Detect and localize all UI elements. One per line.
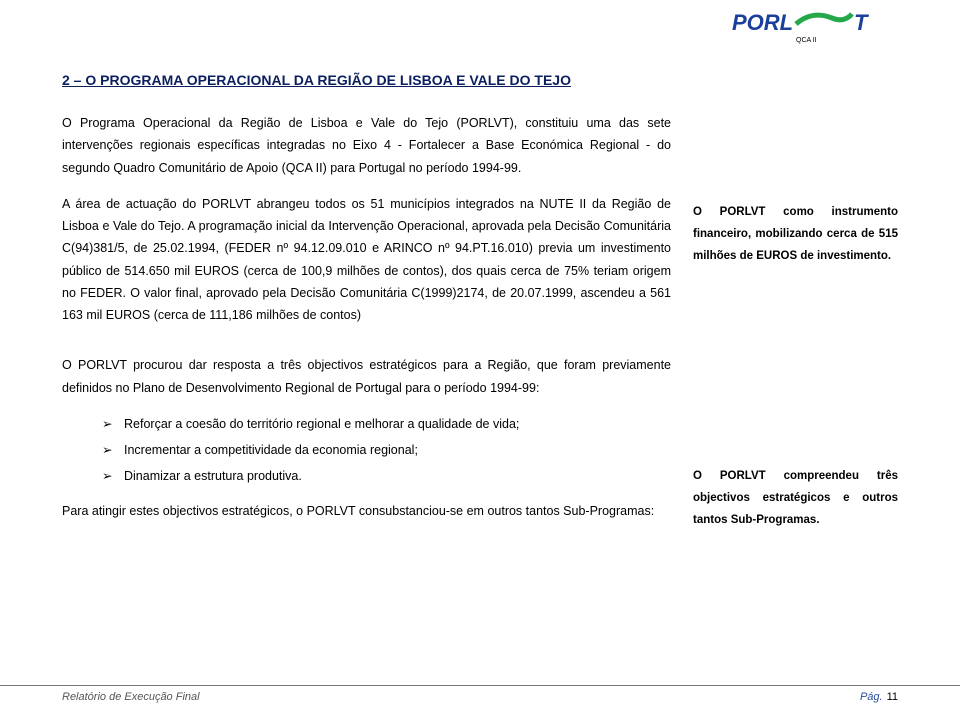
content-block-2: O PORLVT procurou dar resposta a três ob… (62, 354, 898, 536)
section-title: 2 – O PROGRAMA OPERACIONAL DA REGIÃO DE … (62, 72, 898, 88)
footer-page-label: Pág. (860, 691, 883, 703)
list-item: Dinamizar a estrutura produtiva. (102, 465, 671, 487)
page-footer: Relatório de Execução Final Pág. 11 (0, 685, 960, 707)
logo-swoosh-icon (796, 14, 852, 24)
bullet-list: Reforçar a coesão do território regional… (102, 413, 671, 488)
logo-main-text: PORL (732, 10, 793, 35)
main-column-2: O PORLVT procurou dar resposta a três ob… (62, 354, 671, 536)
side-note-1: O PORLVT como instrumento financeiro, mo… (693, 112, 898, 340)
main-column-1: O Programa Operacional da Região de Lisb… (62, 112, 671, 340)
logo: PORL T QCA II (732, 8, 882, 48)
list-item: Reforçar a coesão do território regional… (102, 413, 671, 435)
paragraph-1: O Programa Operacional da Região de Lisb… (62, 112, 671, 179)
side-note-2: O PORLVT compreendeu três objectivos est… (693, 354, 898, 536)
paragraph-2: A área de actuação do PORLVT abrangeu to… (62, 193, 671, 327)
paragraph-4: Para atingir estes objectivos estratégic… (62, 500, 671, 522)
content-block-1: O Programa Operacional da Região de Lisb… (62, 112, 898, 340)
footer-title: Relatório de Execução Final (62, 691, 860, 703)
list-item: Incrementar a competitividade da economi… (102, 439, 671, 461)
logo-sub-text: T (854, 10, 869, 35)
svg-text:QCA II: QCA II (796, 37, 817, 44)
footer-page-number: 11 (887, 691, 898, 703)
paragraph-3: O PORLVT procurou dar resposta a três ob… (62, 354, 671, 399)
page-content: 2 – O PROGRAMA OPERACIONAL DA REGIÃO DE … (62, 72, 898, 671)
